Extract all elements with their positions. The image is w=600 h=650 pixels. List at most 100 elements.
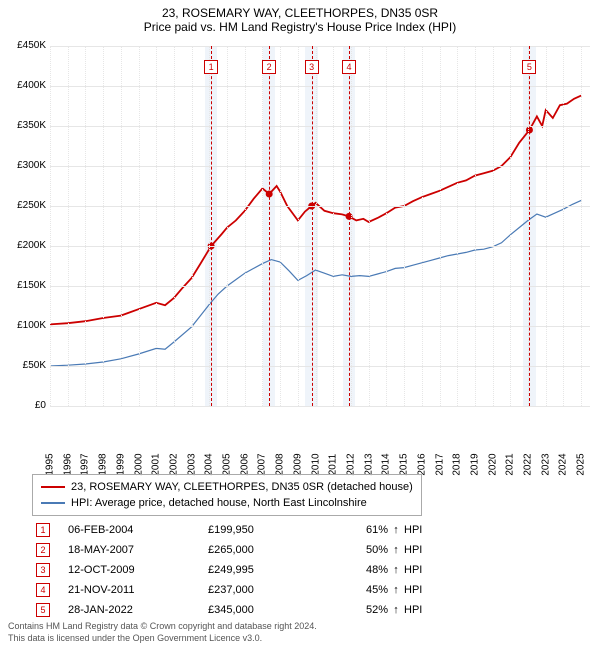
arrow-up-icon: ↑: [388, 524, 404, 536]
gridline-v: [85, 46, 86, 406]
gridline-v: [493, 46, 494, 406]
arrow-up-icon: ↑: [388, 584, 404, 596]
sale-dashed-line: [349, 46, 350, 406]
gridline-h: [50, 326, 590, 327]
sale-dashed-line: [211, 46, 212, 406]
x-axis-label: 2025: [576, 451, 587, 479]
sale-hpi: HPI: [404, 524, 444, 536]
y-axis-label: £50K: [2, 359, 46, 373]
sale-date: 12-OCT-2009: [68, 564, 208, 576]
sale-price: £265,000: [208, 544, 328, 556]
arrow-up-icon: ↑: [388, 604, 404, 616]
plot-area: £0£50K£100K£150K£200K£250K£300K£350K£400…: [50, 46, 590, 406]
sale-row-marker: 4: [36, 583, 50, 597]
line-svg: [50, 46, 590, 406]
sale-pct: 52%: [328, 604, 388, 616]
sale-date: 21-NOV-2011: [68, 584, 208, 596]
gridline-v: [581, 46, 582, 406]
y-axis-label: £100K: [2, 319, 46, 333]
gridline-v: [457, 46, 458, 406]
sale-hpi: HPI: [404, 564, 444, 576]
title-block: 23, ROSEMARY WAY, CLEETHORPES, DN35 0SR …: [0, 0, 600, 34]
y-axis-label: £200K: [2, 239, 46, 253]
gridline-v: [563, 46, 564, 406]
legend-box: 23, ROSEMARY WAY, CLEETHORPES, DN35 0SR …: [32, 474, 422, 516]
sale-dashed-line: [529, 46, 530, 406]
gridline-v: [245, 46, 246, 406]
gridline-v: [333, 46, 334, 406]
legend-swatch: [41, 486, 65, 488]
sale-price: £249,995: [208, 564, 328, 576]
sale-row: 1 06-FEB-2004£199,95061%↑HPI: [32, 520, 568, 540]
gridline-h: [50, 166, 590, 167]
sale-row-marker: 2: [36, 543, 50, 557]
sale-marker-box: 2: [262, 60, 276, 74]
sale-date: 06-FEB-2004: [68, 524, 208, 536]
arrow-up-icon: ↑: [388, 564, 404, 576]
sale-price: £345,000: [208, 604, 328, 616]
legend-label: 23, ROSEMARY WAY, CLEETHORPES, DN35 0SR …: [71, 481, 413, 493]
gridline-v: [174, 46, 175, 406]
sale-row-marker: 1: [36, 523, 50, 537]
y-axis-label: £250K: [2, 199, 46, 213]
legend-item: 23, ROSEMARY WAY, CLEETHORPES, DN35 0SR …: [41, 479, 413, 495]
gridline-h: [50, 46, 590, 47]
gridline-v: [68, 46, 69, 406]
gridline-v: [351, 46, 352, 406]
sale-marker-box: 5: [522, 60, 536, 74]
y-axis-label: £300K: [2, 159, 46, 173]
gridline-v: [192, 46, 193, 406]
gridline-v: [386, 46, 387, 406]
gridline-v: [262, 46, 263, 406]
sale-marker-box: 1: [204, 60, 218, 74]
legend-item: HPI: Average price, detached house, Nort…: [41, 495, 413, 511]
sale-dashed-line: [269, 46, 270, 406]
title-line-2: Price paid vs. HM Land Registry's House …: [0, 20, 600, 34]
gridline-v: [316, 46, 317, 406]
sale-marker-box: 4: [342, 60, 356, 74]
sale-price: £237,000: [208, 584, 328, 596]
sale-pct: 61%: [328, 524, 388, 536]
gridline-v: [50, 46, 51, 406]
footer: Contains HM Land Registry data © Crown c…: [8, 620, 317, 644]
gridline-v: [103, 46, 104, 406]
sale-row: 5 28-JAN-2022£345,00052%↑HPI: [32, 600, 568, 620]
sale-row: 218-MAY-2007£265,00050%↑HPI: [32, 540, 568, 560]
sale-hpi: HPI: [404, 604, 444, 616]
gridline-v: [546, 46, 547, 406]
sale-pct: 48%: [328, 564, 388, 576]
sale-row-marker: 3: [36, 563, 50, 577]
chart-area: £0£50K£100K£150K£200K£250K£300K£350K£400…: [50, 46, 590, 436]
footer-line-1: Contains HM Land Registry data © Crown c…: [8, 620, 317, 632]
sale-date: 18-MAY-2007: [68, 544, 208, 556]
gridline-v: [422, 46, 423, 406]
y-axis-label: £400K: [2, 79, 46, 93]
gridline-v: [227, 46, 228, 406]
title-line-1: 23, ROSEMARY WAY, CLEETHORPES, DN35 0SR: [0, 6, 600, 20]
gridline-h: [50, 406, 590, 407]
gridline-v: [475, 46, 476, 406]
y-axis-label: £450K: [2, 39, 46, 53]
sale-date: 28-JAN-2022: [68, 604, 208, 616]
gridline-v: [369, 46, 370, 406]
gridline-h: [50, 246, 590, 247]
sales-table: 106-FEB-2004£199,95061%↑HPI218-MAY-2007£…: [32, 520, 568, 620]
footer-line-2: This data is licensed under the Open Gov…: [8, 632, 317, 644]
sale-pct: 50%: [328, 544, 388, 556]
sale-row-marker: 5: [36, 603, 50, 617]
sale-marker-box: 3: [305, 60, 319, 74]
gridline-v: [121, 46, 122, 406]
gridline-v: [298, 46, 299, 406]
gridline-v: [440, 46, 441, 406]
sale-price: £199,950: [208, 524, 328, 536]
y-axis-label: £150K: [2, 279, 46, 293]
y-axis-label: £0: [2, 399, 46, 413]
gridline-h: [50, 366, 590, 367]
gridline-v: [280, 46, 281, 406]
chart-container: 23, ROSEMARY WAY, CLEETHORPES, DN35 0SR …: [0, 0, 600, 650]
gridline-v: [510, 46, 511, 406]
gridline-h: [50, 86, 590, 87]
x-axis-labels: 1995199619971998199920002001200220032004…: [50, 436, 590, 470]
gridline-h: [50, 206, 590, 207]
y-axis-label: £350K: [2, 119, 46, 133]
